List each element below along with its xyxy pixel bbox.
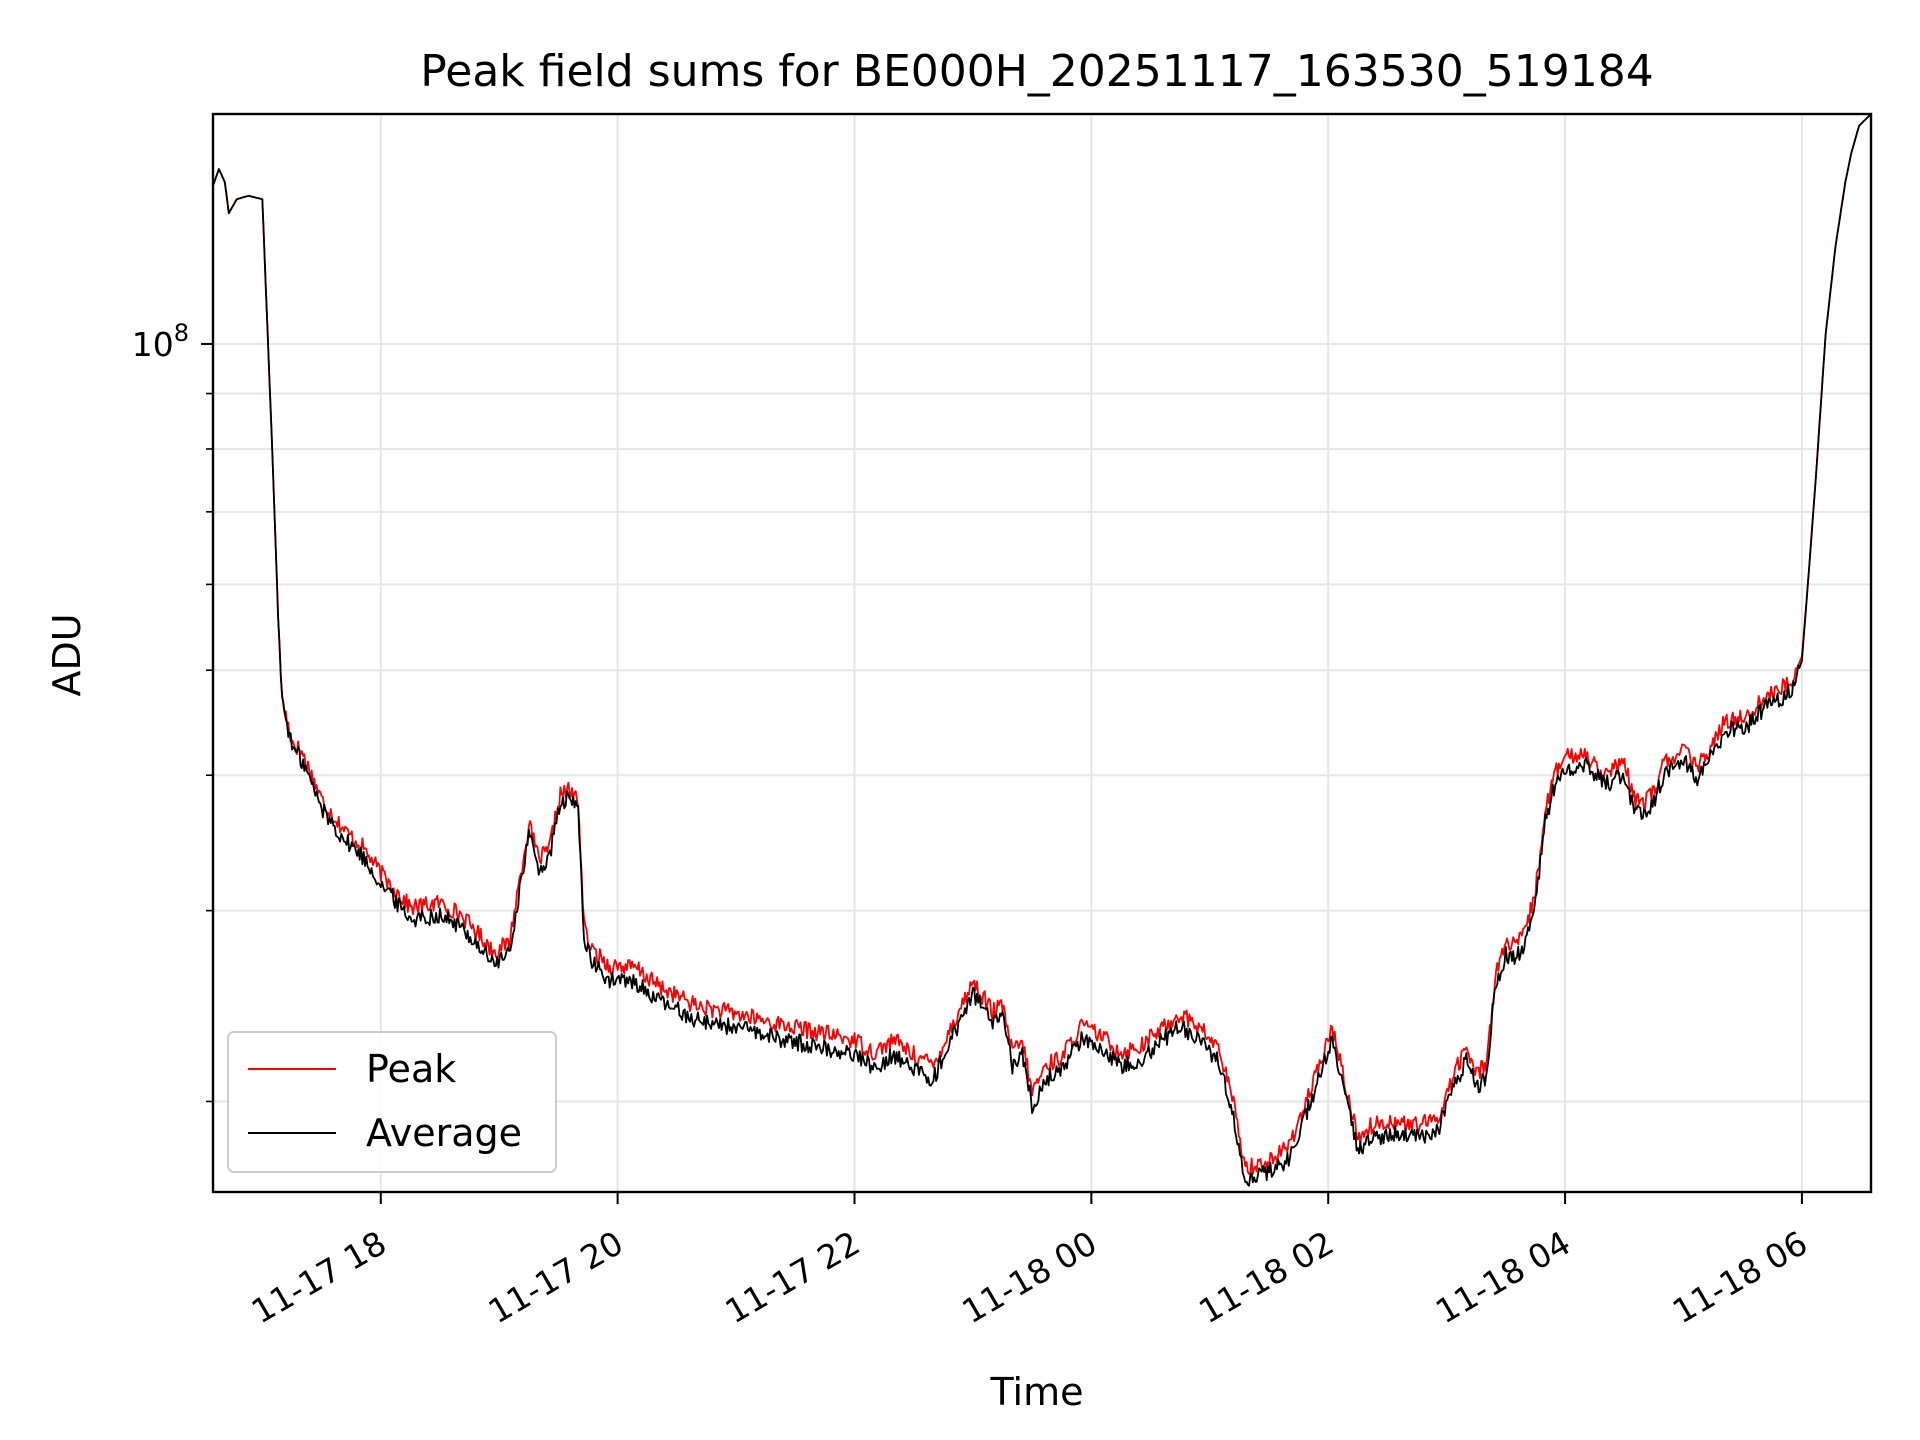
grid — [213, 114, 1871, 1192]
legend: Peak Average — [227, 1031, 557, 1173]
plot-area — [211, 112, 1873, 1194]
y-axis-label: ADU — [45, 613, 89, 696]
series-line-average — [212, 113, 1872, 1187]
y-axis: 108 — [132, 319, 213, 1103]
legend-label: Average — [366, 1111, 522, 1155]
legend-box — [227, 1031, 557, 1173]
series-layer — [212, 113, 1872, 1187]
y-tick-label: 108 — [132, 319, 189, 364]
legend-label: Peak — [366, 1047, 456, 1091]
x-axis-label: Time — [990, 1370, 1084, 1414]
chart-title: Peak field sums for BE000H_20251117_1635… — [420, 46, 1653, 97]
